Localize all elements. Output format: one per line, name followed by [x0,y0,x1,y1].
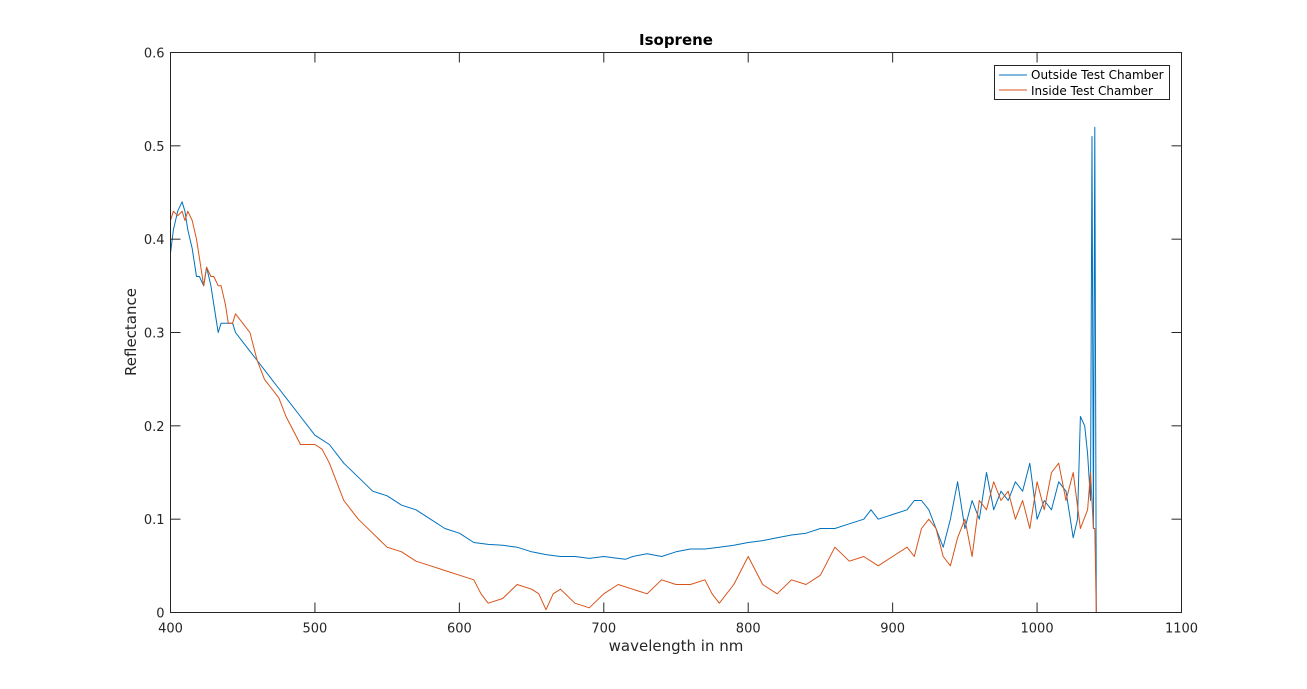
legend: Outside Test Chamber Inside Test Chamber [994,65,1170,100]
x-tick-label: 900 [880,622,905,637]
legend-label-outside: Outside Test Chamber [1031,68,1164,82]
x-tick-label: 500 [303,622,328,637]
y-axis: 0 0.1 0.2 0.3 0.4 0.5 0.6 [144,47,1182,622]
x-tick-label: 700 [591,622,616,637]
x-tick-label: 1000 [1021,622,1054,637]
y-tick-label: 0 [156,607,164,622]
x-tick-label: 600 [447,622,472,637]
chart-title: Isoprene [639,31,713,49]
x-tick-label: 1100 [1165,622,1198,637]
y-tick-label: 0.4 [144,233,165,248]
series-line-inside [170,210,1097,613]
legend-label-inside: Inside Test Chamber [1031,84,1153,98]
y-tick-label: 0.1 [144,513,165,528]
series-layer [170,126,1098,613]
x-tick-label: 400 [158,622,183,637]
x-tick-label: 800 [736,622,761,637]
y-tick-label: 0.2 [144,420,165,435]
x-axis-label: wavelength in nm [609,637,744,655]
legend-box [994,65,1170,100]
y-tick-label: 0.6 [144,47,165,62]
y-tick-label: 0.3 [144,327,165,342]
y-tick-label: 0.5 [144,140,165,155]
x-axis: 400 500 600 700 800 900 1000 1100 [158,52,1198,637]
y-axis-label: Reflectance [122,288,140,376]
series-line-outside [170,126,1098,613]
